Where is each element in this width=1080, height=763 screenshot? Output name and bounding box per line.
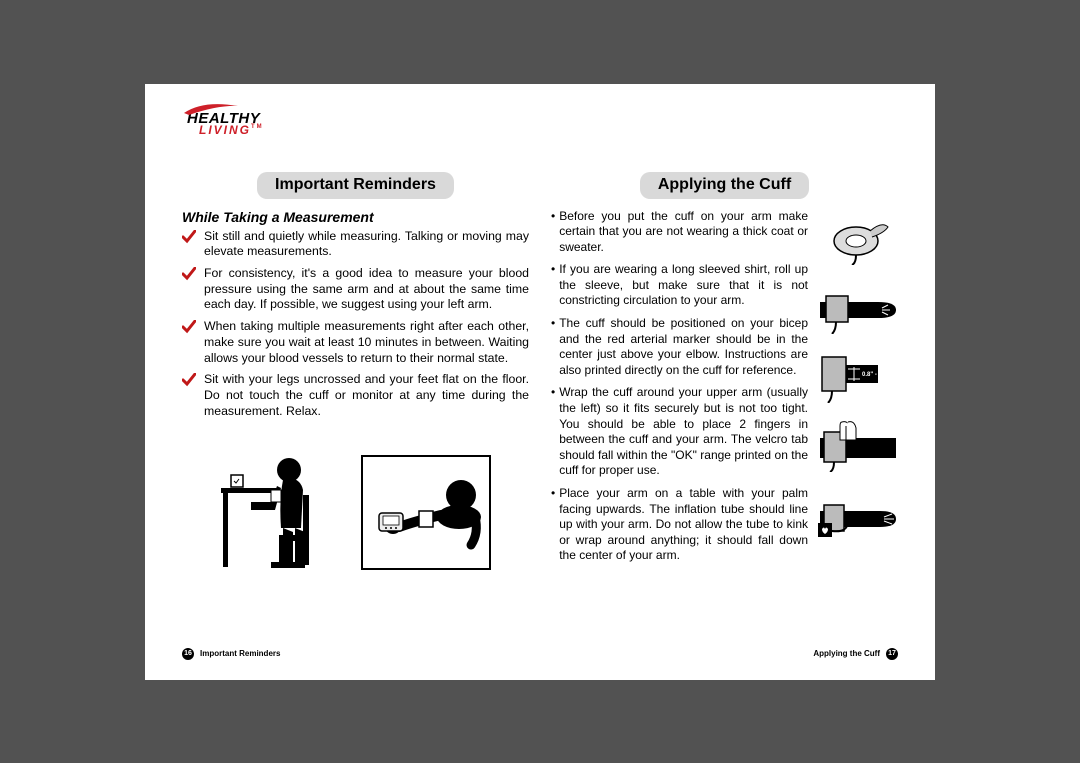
posture-illustrations: [182, 440, 529, 570]
cuff-step: •If you are wearing a long sleeved shirt…: [551, 262, 808, 309]
logo-swoosh-icon: [183, 102, 261, 116]
left-heading-pill: Important Reminders: [257, 172, 454, 199]
cuff-gap-icon: 0.8" - 1.2": [818, 349, 898, 403]
topdown-posture-icon: [361, 455, 491, 570]
step-text: The cuff should be positioned on your bi…: [559, 316, 808, 378]
arm-extended-icon: [818, 280, 898, 334]
manual-spread: HEALTHY LIVINGTM Important Reminders Whi…: [145, 84, 935, 680]
reminder-text: For consistency, it's a good idea to mea…: [204, 266, 529, 313]
page-number-badge: 16: [182, 648, 194, 660]
reminder-text: When taking multiple measurements right …: [204, 319, 529, 366]
svg-text:0.8" - 1.2": 0.8" - 1.2": [862, 372, 890, 378]
reminder-text: Sit still and quietly while measuring. T…: [204, 229, 529, 260]
reminder-item: Sit still and quietly while measuring. T…: [182, 229, 529, 260]
logo-bottom-text: LIVINGTM: [187, 125, 264, 136]
cuff-step: •The cuff should be positioned on your b…: [551, 316, 808, 378]
brand-logo: HEALTHY LIVINGTM: [187, 112, 264, 137]
step-text: If you are wearing a long sleeved shirt,…: [559, 262, 808, 309]
cuff-rolled-icon: [818, 211, 898, 265]
right-footer: Applying the Cuff 17: [813, 648, 898, 660]
reminder-text: Sit with your legs uncrossed and your fe…: [204, 372, 529, 419]
cuff-step: •Before you put the cuff on your arm mak…: [551, 209, 808, 256]
reminder-item: When taking multiple measurements right …: [182, 319, 529, 366]
palm-up-icon: [818, 487, 898, 541]
right-page: Applying the Cuff •Before you put the cu…: [551, 114, 898, 658]
step-text: Before you put the cuff on your arm make…: [559, 209, 808, 256]
cuff-step: •Wrap the cuff around your upper arm (us…: [551, 385, 808, 479]
reminder-list: Sit still and quietly while measuring. T…: [182, 229, 529, 426]
left-subheading: While Taking a Measurement: [182, 209, 529, 225]
step-text: Place your arm on a table with your palm…: [559, 486, 808, 564]
left-page: Important Reminders While Taking a Measu…: [182, 114, 529, 658]
check-icon: [182, 373, 196, 387]
cuff-steps-list: •Before you put the cuff on your arm mak…: [551, 209, 808, 571]
check-icon: [182, 230, 196, 244]
cuff-thumbnails: 0.8" - 1.2": [818, 209, 898, 571]
footer-label: Important Reminders: [200, 649, 280, 658]
footer-label: Applying the Cuff: [813, 649, 880, 658]
check-icon: [182, 320, 196, 334]
reminder-item: For consistency, it's a good idea to mea…: [182, 266, 529, 313]
right-heading-pill: Applying the Cuff: [640, 172, 809, 199]
left-footer: 16 Important Reminders: [182, 648, 280, 660]
cuff-step: •Place your arm on a table with your pal…: [551, 486, 808, 564]
two-finger-icon: [818, 418, 898, 472]
reminder-item: Sit with your legs uncrossed and your fe…: [182, 372, 529, 419]
page-number-badge: 17: [886, 648, 898, 660]
check-icon: [182, 267, 196, 281]
step-text: Wrap the cuff around your upper arm (usu…: [559, 385, 808, 479]
seated-posture-icon: [221, 440, 331, 570]
